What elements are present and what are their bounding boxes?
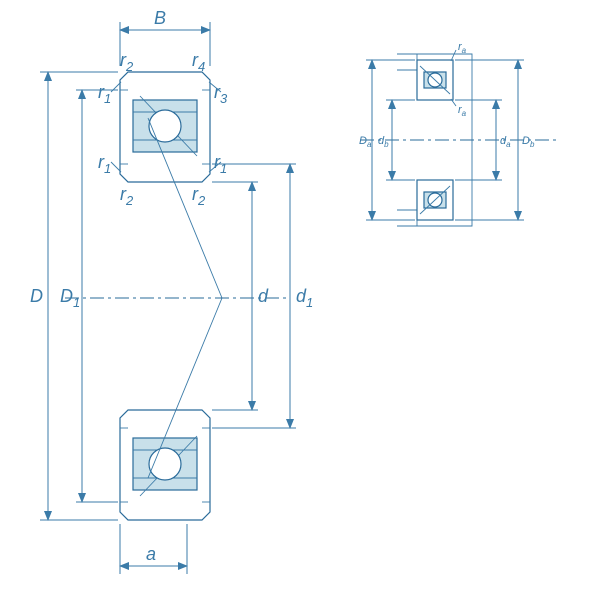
svg-text:r2: r2 bbox=[192, 184, 206, 208]
svg-text:db: db bbox=[378, 135, 389, 149]
bearing-diagram: B bbox=[0, 0, 600, 600]
svg-text:r2: r2 bbox=[120, 184, 134, 208]
svg-text:r2: r2 bbox=[120, 50, 134, 74]
svg-text:r3: r3 bbox=[214, 82, 228, 106]
main-view: B bbox=[30, 8, 313, 574]
svg-text:d1: d1 bbox=[296, 286, 313, 310]
svg-text:ra: ra bbox=[458, 41, 467, 55]
svg-text:Da: Da bbox=[359, 135, 372, 149]
dim-a: a bbox=[120, 524, 187, 574]
svg-text:D1: D1 bbox=[60, 286, 80, 310]
lower-block bbox=[120, 410, 210, 520]
label-a: a bbox=[146, 544, 156, 564]
label-B: B bbox=[154, 8, 166, 28]
inset-upper-block bbox=[417, 60, 453, 100]
svg-text:r4: r4 bbox=[192, 50, 205, 74]
svg-text:Db: Db bbox=[522, 135, 535, 149]
svg-text:ra: ra bbox=[458, 104, 467, 118]
inset-dim-left: Da db bbox=[359, 60, 415, 220]
dim-d: d bbox=[212, 182, 269, 410]
upper-block bbox=[120, 72, 210, 182]
svg-text:r1: r1 bbox=[98, 82, 111, 106]
label-D: D bbox=[30, 286, 43, 306]
inset-view: ra ra Da db da Db bbox=[359, 41, 560, 226]
dim-D1: D1 bbox=[60, 90, 118, 502]
svg-text:r1: r1 bbox=[98, 152, 111, 176]
inset-lower-block bbox=[417, 180, 453, 220]
label-d: d bbox=[258, 286, 269, 306]
svg-text:da: da bbox=[500, 135, 511, 149]
